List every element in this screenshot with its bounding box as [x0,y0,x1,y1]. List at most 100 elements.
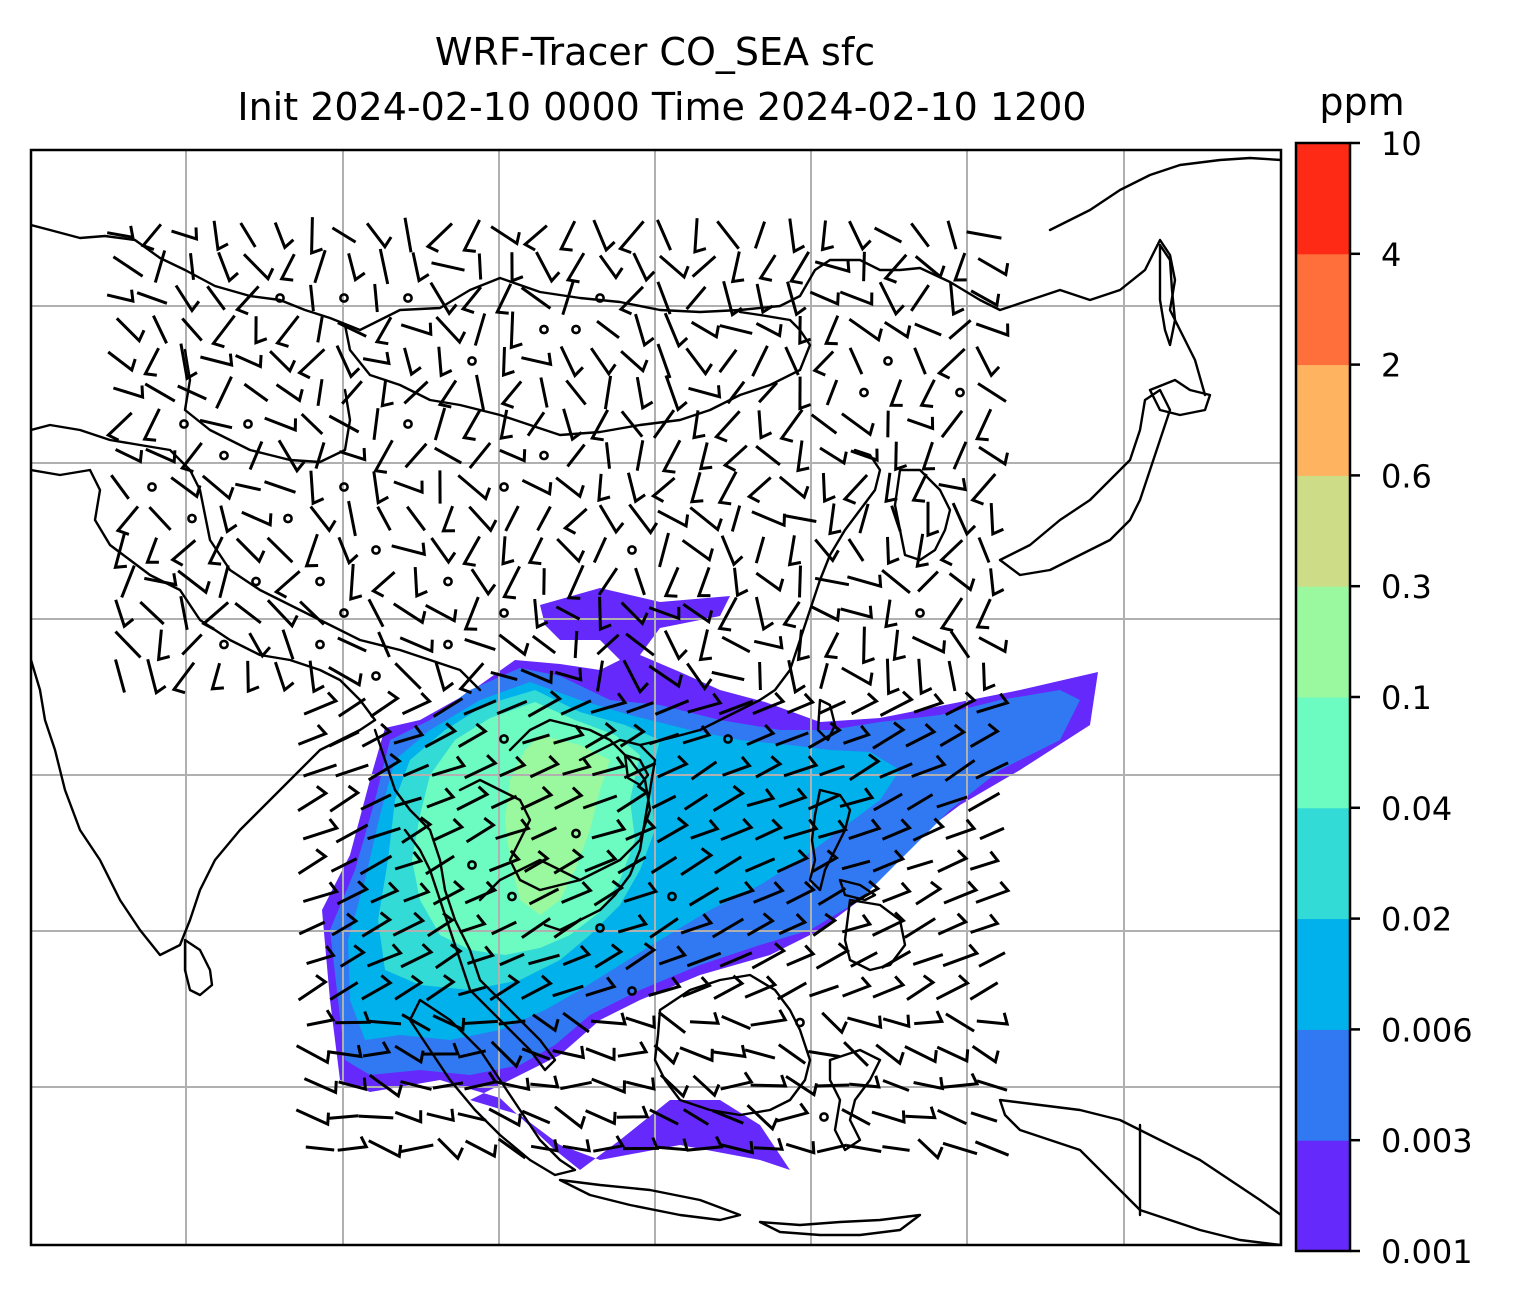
wind-barb [401,816,433,844]
wind-barb [520,974,553,1000]
wind-barb [913,692,945,714]
wind-barb [266,536,294,564]
wind-barb [886,536,900,566]
sulawesi [828,1048,882,1152]
wind-barb [235,537,266,564]
wind-barbs [105,217,1011,1161]
calm-wind-marker [955,387,965,398]
wind-barb [582,794,618,810]
wind-barb [620,350,649,374]
wind-barb [536,505,552,532]
wind-barb [904,917,936,939]
colorbar-band [1296,586,1350,698]
wind-barb [625,632,655,657]
wind-barb [510,252,524,283]
wind-barb [114,599,135,629]
wind-barb [598,596,612,632]
wind-barb [365,222,393,250]
calm-wind-marker [723,734,733,744]
wind-barb [942,943,980,968]
wind-barb [616,1105,650,1119]
wind-barb [584,849,618,873]
wind-barb [201,474,235,501]
wind-barb [682,724,712,745]
wind-barb [306,1009,336,1027]
wind-barb [145,537,159,564]
wind-barb [650,476,676,503]
wind-barb [337,1135,369,1152]
central-asia-border [183,348,352,464]
wind-barb [755,755,783,779]
wind-barb [306,945,336,966]
wind-barb [711,917,745,939]
wind-barb [946,220,958,250]
wind-barb [359,854,393,876]
wind-barb [380,379,394,408]
wind-barb [754,596,775,632]
wind-barb [698,442,713,471]
wind-barb [783,755,819,778]
wind-barb [977,536,991,564]
wind-barb [347,500,357,537]
wind-barb [970,473,997,506]
wind-barb [842,976,872,998]
new-guinea [998,1098,1281,1245]
wind-barb [809,604,841,623]
colorbar-band [1296,697,1350,809]
wind-barb [911,473,928,503]
calm-wind-marker [595,923,605,933]
wind-barb [248,440,264,471]
wind-barb [437,346,453,378]
wind-barb [758,661,762,691]
wind-barb [798,315,812,346]
wind-barb [170,539,197,567]
wind-barb [819,662,829,690]
wind-barb [809,984,839,998]
wind-barb [362,1041,392,1058]
wind-barb [207,536,224,566]
wind-barb [400,322,433,337]
wind-barb [432,697,464,718]
wind-barb [398,1143,434,1154]
wind-barb [589,347,617,377]
wind-barb [279,253,296,282]
wind-barb [635,376,654,411]
colorbar-tick-label: 0.02 [1381,901,1452,939]
wind-barb [422,1042,461,1056]
wind-barb [499,409,513,440]
wind-barb [634,567,646,596]
wind-barb [275,383,304,403]
wind-barb [690,760,718,781]
wind-barb [565,252,586,284]
wind-barb [659,1073,690,1099]
wind-barb [825,379,839,406]
wind-barb [937,849,969,873]
wind-barb [882,1079,910,1092]
wind-barb [841,1108,871,1126]
wind-barb [372,408,380,440]
taiwan [816,698,837,742]
wind-barb [686,1135,724,1152]
wind-barb [522,224,548,252]
calm-wind-marker [251,576,261,587]
colorbar-tick-label: 0.001 [1381,1233,1473,1271]
wind-barb [377,631,391,658]
wind-barb [628,503,659,536]
wind-barb [656,343,672,379]
wind-barb [939,723,967,748]
wind-barb [935,974,971,1001]
wind-barb [433,817,465,842]
wind-barb [520,785,554,811]
wind-barb [489,973,521,1002]
wind-barb [663,312,689,349]
wind-barb [975,880,1011,904]
wind-barb [718,348,738,374]
india-border [31,468,377,722]
wind-barb [785,880,816,905]
wind-barb [712,1109,744,1125]
calm-wind-marker [627,545,637,555]
wind-barb [696,566,711,598]
wind-barb [779,408,804,443]
wind-barb [347,253,366,283]
wind-barb [975,322,1010,338]
